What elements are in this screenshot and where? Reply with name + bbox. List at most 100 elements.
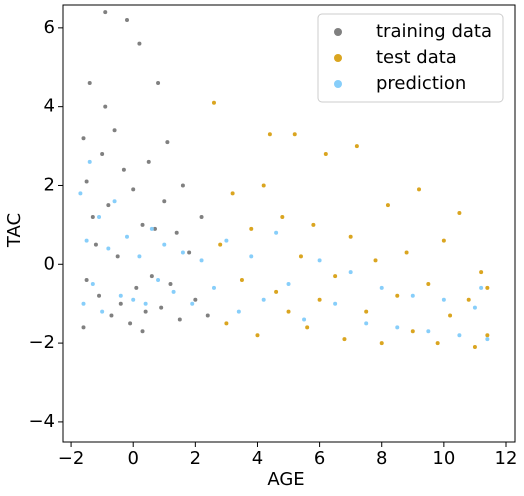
point [134, 285, 139, 290]
point [364, 321, 369, 326]
y-tick-label: 6 [44, 17, 55, 38]
point [485, 285, 490, 290]
legend-label: test data [376, 47, 457, 68]
point [81, 136, 86, 141]
point [103, 104, 108, 109]
point [249, 254, 254, 259]
point [395, 293, 400, 298]
point [143, 309, 148, 314]
x-tick-label: 10 [432, 448, 455, 469]
point [354, 144, 359, 149]
point [143, 301, 148, 306]
point [180, 183, 185, 188]
point [128, 321, 133, 326]
point [426, 329, 431, 334]
point [404, 250, 409, 255]
x-tick-label: 2 [190, 448, 201, 469]
point [417, 187, 422, 192]
point [93, 242, 98, 247]
point [441, 238, 446, 243]
point [317, 297, 322, 302]
x-tick-label: 0 [127, 448, 138, 469]
point [298, 254, 303, 259]
point [159, 305, 164, 310]
y-tick-label: −2 [28, 332, 55, 353]
point [348, 270, 353, 275]
x-tick-label: 6 [314, 448, 325, 469]
point [286, 309, 291, 314]
point [457, 333, 462, 338]
point [267, 132, 272, 137]
point [410, 293, 415, 298]
point [149, 274, 154, 279]
y-tick-label: −4 [28, 411, 55, 432]
point [199, 214, 204, 219]
point [224, 321, 229, 326]
point [115, 254, 120, 259]
point [236, 309, 241, 314]
point [448, 313, 453, 318]
point [348, 234, 353, 239]
point [97, 214, 102, 219]
point [472, 345, 477, 350]
point [84, 278, 89, 283]
point [261, 183, 266, 188]
point [218, 242, 223, 247]
point [435, 341, 440, 346]
point [426, 281, 431, 286]
point [131, 187, 136, 192]
point [485, 337, 490, 342]
point [274, 230, 279, 235]
point [124, 234, 129, 239]
point [100, 309, 105, 314]
point [385, 203, 390, 208]
point [302, 317, 307, 322]
point [100, 151, 105, 156]
point [103, 10, 108, 15]
point [190, 301, 195, 306]
point [261, 297, 266, 302]
point [472, 305, 477, 310]
point [162, 199, 167, 204]
point [97, 293, 102, 298]
plot-frame [62, 4, 516, 443]
point [84, 179, 89, 184]
point [118, 293, 123, 298]
point [224, 238, 229, 243]
point [165, 140, 170, 145]
point [156, 278, 161, 283]
point [441, 297, 446, 302]
point [466, 297, 471, 302]
point [410, 329, 415, 334]
point [311, 222, 316, 227]
point [485, 333, 490, 338]
point [286, 281, 291, 286]
y-tick-label: 2 [44, 174, 55, 195]
point [239, 278, 244, 283]
point [137, 41, 142, 46]
point [90, 214, 95, 219]
x-tick-label: −2 [58, 448, 85, 469]
point [149, 226, 154, 231]
point [171, 289, 176, 294]
point [333, 301, 338, 306]
point [152, 226, 157, 231]
point [168, 281, 173, 286]
point [211, 285, 216, 290]
point [146, 159, 151, 164]
point [140, 222, 145, 227]
point [118, 301, 123, 306]
point [364, 309, 369, 314]
y-tick-label: 4 [44, 96, 55, 117]
point [137, 254, 142, 259]
point [187, 250, 192, 255]
legend-label: prediction [376, 73, 466, 94]
legend-marker [334, 54, 342, 62]
point [106, 203, 111, 208]
point [205, 313, 210, 318]
point [177, 317, 182, 322]
y-axis-label: TAC [4, 213, 25, 248]
point [112, 199, 117, 204]
point [84, 238, 89, 243]
x-axis-label: AGE [267, 469, 304, 490]
